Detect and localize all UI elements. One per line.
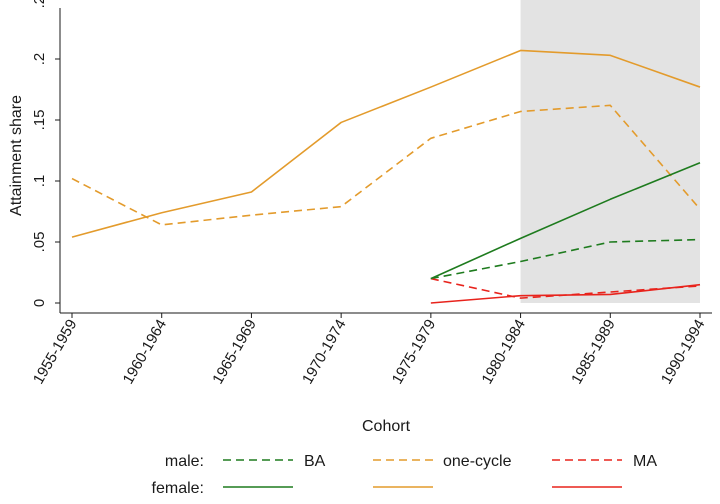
series-line-female-ma <box>430 283 701 304</box>
y-tick-label: .05 <box>31 232 48 253</box>
y-tick-label: .15 <box>31 110 48 131</box>
y-tick-label: .2 <box>31 53 48 66</box>
legend-label-ma: MA <box>633 453 657 470</box>
x-tick-label: 1955-1959 <box>30 317 81 388</box>
x-axis-title: Cohort <box>362 418 411 435</box>
legend-label-ba: BA <box>304 453 326 470</box>
legend-row-label-male: male: <box>165 453 204 470</box>
x-tick-label: 1975-1979 <box>389 317 440 388</box>
x-tick-label: 1990-1994 <box>658 317 709 388</box>
shaded-region <box>520 0 700 303</box>
y-tick-label: .25 <box>31 0 48 8</box>
x-tick-label: 1985-1989 <box>568 317 619 388</box>
series-line-male-ba <box>430 238 701 280</box>
legend: male: female: BA one-cycle MA <box>152 453 658 497</box>
legend-row-label-female: female: <box>152 480 204 497</box>
x-tick-label: 1980-1984 <box>478 317 529 388</box>
x-tick-label: 1960-1964 <box>120 317 171 388</box>
y-tick-label: 0 <box>31 299 48 307</box>
x-tick-label: 1965-1969 <box>209 317 260 388</box>
series-line-male-one-cycle <box>71 104 701 226</box>
y-tick-label: .1 <box>31 175 48 188</box>
legend-label-one-cycle: one-cycle <box>443 453 512 470</box>
x-tick-label: 1970-1974 <box>299 317 350 388</box>
series-line-female-one-cycle <box>71 49 701 238</box>
series-line-female-ba <box>430 161 701 280</box>
y-axis-title: Attainment share <box>8 95 25 216</box>
